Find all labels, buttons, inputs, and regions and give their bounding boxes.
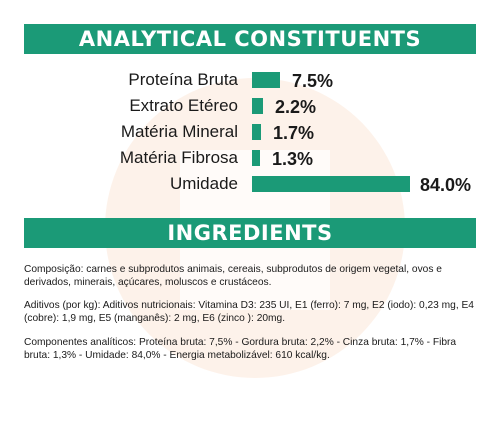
constituent-bar bbox=[252, 124, 261, 140]
constituent-value: 1.7% bbox=[273, 123, 315, 143]
constituent-value: 1.3% bbox=[272, 149, 314, 169]
constituent-label: Extrato Etéreo bbox=[129, 96, 238, 115]
constituent-label: Umidade bbox=[169, 174, 238, 193]
constituent-row: Matéria Fibrosa 1.3% bbox=[0, 146, 500, 170]
constituent-value: 84.0% bbox=[420, 175, 472, 195]
constituent-bar bbox=[252, 72, 280, 88]
constituent-bar bbox=[252, 176, 410, 192]
analytical-constituents-banner: ANALYTICAL CONSTITUENTS bbox=[24, 24, 476, 54]
constituent-label: Matéria Mineral bbox=[120, 122, 238, 141]
constituent-row: Proteína Bruta 7.5% bbox=[0, 68, 500, 92]
constituent-bar bbox=[252, 150, 260, 166]
ingredients-banner: INGREDIENTS bbox=[24, 218, 476, 248]
additives-text: Aditivos (por kg): Aditivos nutricionais… bbox=[24, 300, 474, 324]
composition-text: Composição: carnes e subprodutos animais… bbox=[24, 264, 442, 288]
analytical-components-text: Componentes analíticos: Proteína bruta: … bbox=[24, 337, 457, 361]
constituent-label: Proteína Bruta bbox=[128, 70, 238, 89]
constituent-row: Matéria Mineral 1.7% bbox=[0, 120, 500, 144]
constituent-row: Umidade 84.0% bbox=[0, 172, 500, 196]
constituent-label: Matéria Fibrosa bbox=[119, 148, 238, 167]
constituent-value: 2.2% bbox=[275, 97, 317, 117]
constituent-row: Extrato Etéreo 2.2% bbox=[0, 94, 500, 118]
constituent-bar bbox=[252, 98, 263, 114]
constituent-value: 7.5% bbox=[292, 71, 334, 91]
